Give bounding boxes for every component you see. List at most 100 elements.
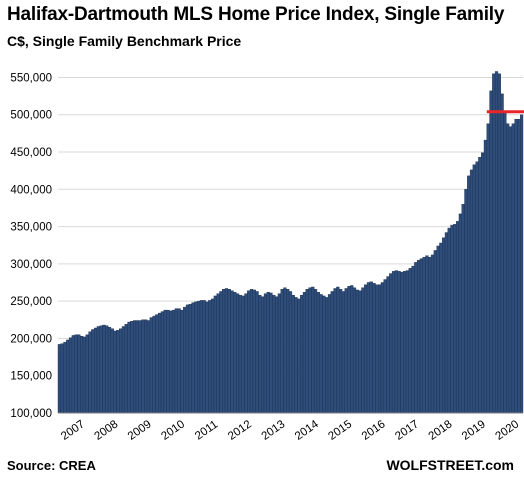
bar	[191, 302, 195, 414]
bar	[375, 284, 379, 414]
bar	[249, 289, 254, 414]
y-tick-label: 500,000	[10, 110, 52, 122]
bar	[60, 343, 64, 414]
bar	[433, 250, 437, 414]
x-tick-label: 2014	[293, 418, 321, 443]
bar	[508, 126, 513, 414]
bar	[511, 123, 515, 414]
bar	[300, 294, 304, 414]
bar	[378, 284, 382, 414]
bar	[344, 288, 348, 414]
bar	[174, 308, 178, 414]
bar	[461, 204, 465, 414]
bar	[403, 271, 407, 414]
bar	[414, 262, 418, 414]
bar	[233, 292, 237, 414]
bar	[208, 300, 212, 414]
x-tick-label: 2011	[193, 419, 220, 443]
bar	[444, 232, 449, 414]
bar	[74, 334, 78, 414]
x-tick-label: 2017	[393, 418, 421, 443]
bar	[428, 256, 432, 414]
bar	[197, 300, 201, 414]
bar	[416, 259, 421, 414]
bar	[422, 256, 426, 414]
bar	[313, 289, 318, 414]
bar	[261, 296, 265, 414]
bar	[82, 336, 87, 414]
bar	[241, 295, 245, 414]
bar	[180, 309, 184, 414]
bar	[302, 292, 307, 414]
bar	[305, 289, 309, 414]
chart-subtitle: C$, Single Family Benchmark Price	[7, 33, 242, 49]
bar	[327, 294, 332, 414]
bar	[124, 324, 128, 414]
x-tick-label: 2012	[226, 418, 254, 443]
bar	[280, 289, 284, 414]
bar	[419, 258, 423, 414]
bar	[500, 93, 504, 414]
bar	[291, 294, 295, 414]
bar	[227, 289, 231, 414]
x-tick-label: 2010	[159, 418, 187, 443]
bar	[425, 255, 429, 414]
y-tick-label: 250,000	[10, 296, 52, 308]
bar	[400, 271, 404, 414]
bar	[430, 254, 435, 414]
bar	[68, 337, 73, 414]
bar	[96, 326, 100, 414]
bar	[113, 330, 117, 414]
y-tick-label: 150,000	[10, 371, 52, 383]
bar	[341, 291, 345, 414]
bar	[216, 293, 220, 414]
y-tick-label: 550,000	[10, 72, 52, 84]
bar	[110, 328, 114, 414]
bar	[177, 308, 181, 414]
bar	[497, 73, 501, 414]
bar	[486, 123, 490, 414]
bar	[467, 175, 471, 414]
source-note: Source: CREA	[7, 458, 96, 473]
bar	[149, 317, 153, 414]
bar	[91, 329, 95, 414]
bar	[311, 286, 315, 414]
x-tick-label: 2009	[126, 418, 154, 443]
bar	[369, 281, 373, 414]
bar	[450, 224, 454, 414]
bar	[453, 224, 457, 414]
x-tick-label: 2019	[460, 418, 488, 443]
bar	[336, 286, 340, 414]
bar	[238, 294, 242, 414]
bar	[339, 289, 343, 414]
bar	[358, 290, 362, 414]
bar	[236, 293, 240, 414]
bar	[57, 344, 61, 414]
x-tick-label: 2018	[427, 418, 455, 443]
bar	[347, 286, 351, 414]
x-tick-label: 2007	[59, 418, 87, 443]
bar	[99, 325, 103, 414]
bar	[66, 339, 70, 414]
bar	[266, 292, 270, 414]
bar	[478, 157, 482, 414]
bar	[171, 309, 176, 414]
bar	[219, 291, 223, 414]
bar	[325, 297, 329, 414]
bar	[194, 301, 198, 414]
bar	[494, 71, 499, 414]
bar	[330, 291, 334, 414]
bar	[244, 293, 248, 414]
bar	[152, 315, 156, 414]
bar	[411, 265, 415, 414]
bar	[464, 189, 468, 414]
bar	[333, 288, 337, 414]
bar	[503, 112, 507, 414]
bar	[483, 139, 488, 414]
bar	[141, 319, 145, 414]
bar	[199, 300, 203, 414]
bar	[366, 282, 371, 414]
bar	[364, 284, 368, 414]
y-tick-label: 200,000	[10, 333, 52, 345]
bar	[127, 321, 131, 414]
